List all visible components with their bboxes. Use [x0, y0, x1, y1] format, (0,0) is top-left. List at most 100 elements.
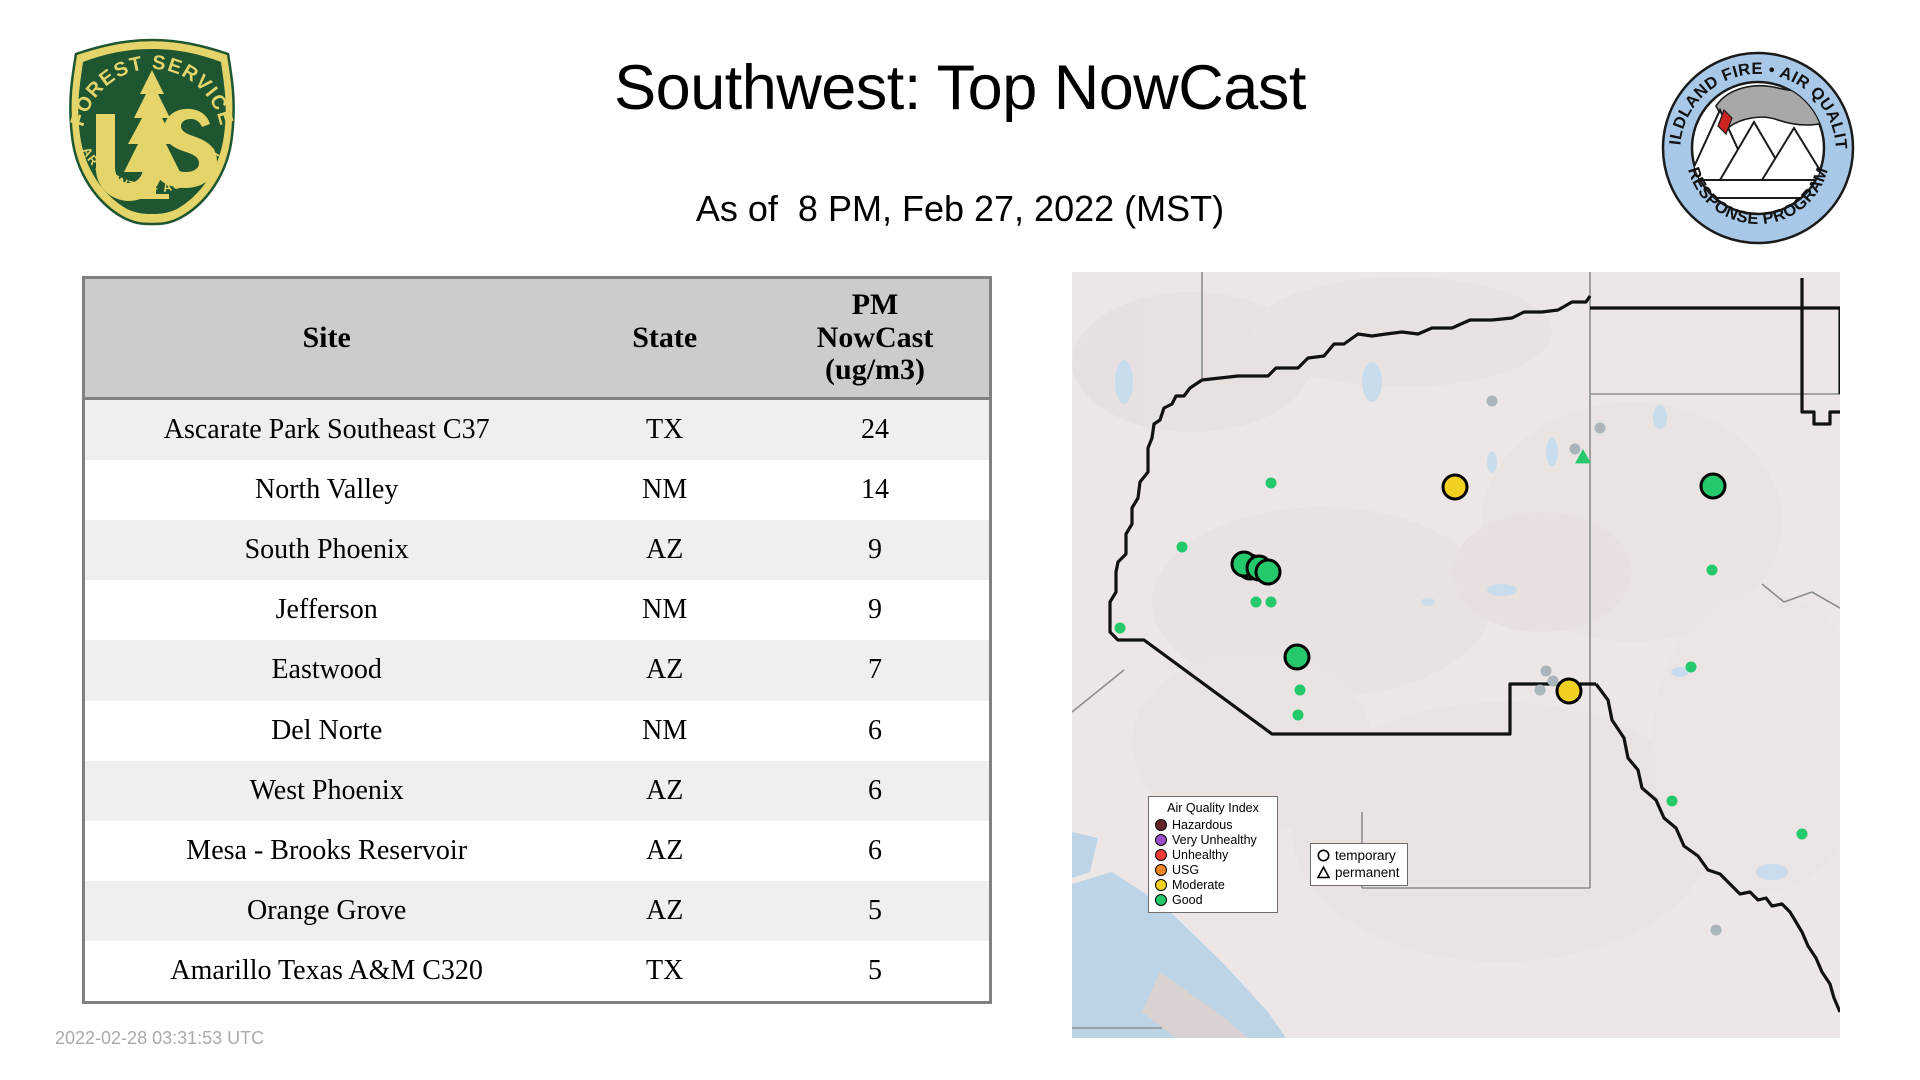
monitor-marker[interactable]	[1292, 709, 1304, 721]
temporary-circle-icon	[1317, 849, 1330, 862]
monitor-marker[interactable]	[1441, 473, 1469, 501]
monitor-marker[interactable]	[1534, 684, 1546, 696]
monitor-marker[interactable]	[1699, 472, 1727, 500]
legend-label-permanent: permanent	[1335, 865, 1400, 880]
pm-nowcast-cell: 14	[761, 460, 989, 521]
nowcast-table: Site State PM NowCast (ug/m3) Ascarate P…	[82, 276, 992, 1004]
aqi-legend-label: Good	[1172, 892, 1203, 907]
aqi-legend: Air Quality Index Hazardous Very Unhealth…	[1148, 796, 1278, 913]
monitor-marker[interactable]	[1283, 643, 1311, 671]
table-row: Del Norte NM 6	[85, 700, 989, 761]
column-header-state: State	[568, 279, 762, 400]
state-cell: AZ	[568, 820, 762, 881]
permanent-triangle-icon	[1316, 865, 1331, 879]
monitor-marker[interactable]	[1265, 596, 1277, 608]
monitor-marker[interactable]	[1666, 795, 1678, 807]
monitor-marker[interactable]	[1706, 564, 1718, 576]
state-cell: AZ	[568, 520, 762, 581]
fire-flag-icon	[1717, 108, 1733, 136]
column-header-site-label: Site	[302, 320, 351, 354]
aqi-legend-rows: Hazardous Very Unhealthy Unhealthy USG Moder…	[1155, 817, 1271, 907]
aqi-swatch-icon	[1155, 818, 1167, 831]
state-cell: AZ	[568, 640, 762, 701]
monitor-marker[interactable]	[1486, 395, 1498, 407]
water-pacific-inlet	[1072, 832, 1098, 878]
aqi-legend-row: Very Unhealthy	[1155, 832, 1271, 847]
aqi-legend-title: Air Quality Index	[1167, 801, 1259, 815]
wfaqrp-logo: WILDLAND FIRE • AIR QUALITY RESPONSE PRO…	[1650, 34, 1858, 248]
aqi-swatch-icon	[1155, 848, 1167, 861]
aqi-legend-row: Good	[1155, 892, 1271, 907]
site-cell: South Phoenix	[85, 520, 569, 581]
table-row: Eastwood AZ 7	[85, 640, 989, 701]
table-row: South Phoenix AZ 9	[85, 520, 989, 581]
state-cell: AZ	[568, 880, 762, 941]
monitor-marker[interactable]	[1710, 924, 1722, 936]
table-header-row: Site State PM NowCast (ug/m3)	[85, 279, 989, 400]
pm-nowcast-cell: 9	[761, 520, 989, 581]
aqi-legend-label: Hazardous	[1172, 817, 1233, 832]
water-gulf-of-california	[1072, 872, 1286, 1038]
aqi-legend-label: USG	[1172, 862, 1200, 877]
pm-nowcast-cell: 5	[761, 880, 989, 941]
page-title: Southwest: Top NowCast	[614, 53, 1306, 123]
monitor-marker[interactable]	[1594, 422, 1606, 434]
table-row: Ascarate Park Southeast C37 TX 24	[85, 398, 989, 461]
monitor-map[interactable]	[1072, 272, 1840, 1038]
aqi-legend-label: Moderate	[1172, 877, 1225, 892]
site-cell: Orange Grove	[85, 880, 569, 941]
monitor-marker[interactable]	[1254, 558, 1282, 586]
monitor-markers-layer[interactable]	[1114, 395, 1808, 936]
site-cell: Amarillo Texas A&M C320	[85, 940, 569, 1001]
aqi-legend-row: Hazardous	[1155, 817, 1271, 832]
usfs-pine-tree-icon	[124, 70, 180, 199]
table-body: Ascarate Park Southeast C37 TX 24 North Val…	[85, 398, 989, 1001]
legend-row-permanent: permanent	[1316, 864, 1400, 881]
column-header-site: Site	[85, 279, 569, 400]
aqi-swatch-icon	[1155, 833, 1167, 846]
state-cell: TX	[568, 940, 762, 1001]
map-primary-borders	[1108, 278, 1840, 1013]
page-subtitle: As of 8 PM, Feb 27, 2022 (MST)	[695, 188, 1225, 229]
monitor-marker[interactable]	[1114, 622, 1126, 634]
table-row: Orange Grove AZ 5	[85, 880, 989, 941]
map-water-features	[1115, 360, 1788, 880]
table-row: Mesa - Brooks Reservoir AZ 6	[85, 820, 989, 881]
monitor-marker[interactable]	[1547, 675, 1559, 687]
usfs-logo: FOREST SERVICE DEPARTMENT OF AGRICULTURE	[47, 21, 252, 232]
column-header-pm-line3: (ug/m3)	[825, 353, 926, 387]
site-cell: Ascarate Park Southeast C37	[85, 398, 569, 461]
site-cell: Del Norte	[85, 700, 569, 761]
site-cell: North Valley	[85, 460, 569, 521]
monitor-marker[interactable]	[1540, 665, 1552, 677]
table-row: Jefferson NM 9	[85, 580, 989, 641]
monitor-marker[interactable]	[1555, 677, 1583, 705]
aqi-swatch-icon	[1155, 863, 1167, 876]
legend-label-temporary: temporary	[1335, 848, 1396, 863]
table-row: West Phoenix AZ 6	[85, 760, 989, 821]
monitor-marker[interactable]	[1265, 477, 1277, 489]
aqi-legend-label: Very Unhealthy	[1172, 832, 1257, 847]
map-state-borders	[1072, 272, 1840, 1029]
pm-nowcast-cell: 6	[761, 700, 989, 761]
monitor-marker[interactable]	[1176, 541, 1188, 553]
aqi-legend-row: Unhealthy	[1155, 847, 1271, 862]
state-cell: NM	[568, 580, 762, 641]
table-row: North Valley NM 14	[85, 460, 989, 521]
monitor-marker[interactable]	[1685, 661, 1697, 673]
pm-nowcast-cell: 6	[761, 760, 989, 821]
monitor-marker[interactable]	[1294, 684, 1306, 696]
monitor-marker[interactable]	[1575, 449, 1591, 464]
monitor-marker[interactable]	[1796, 828, 1808, 840]
state-cell: TX	[568, 398, 762, 461]
monitor-marker[interactable]	[1250, 596, 1262, 608]
legend-row-temporary: temporary	[1316, 847, 1400, 864]
monitor-marker[interactable]	[1569, 443, 1581, 455]
site-cell: Eastwood	[85, 640, 569, 701]
state-cell: NM	[568, 700, 762, 761]
monitor-type-legend: temporary permanent	[1310, 843, 1408, 886]
site-cell: Jefferson	[85, 580, 569, 641]
pm-nowcast-cell: 6	[761, 820, 989, 881]
aqi-legend-row: USG	[1155, 862, 1271, 877]
site-cell: West Phoenix	[85, 760, 569, 821]
